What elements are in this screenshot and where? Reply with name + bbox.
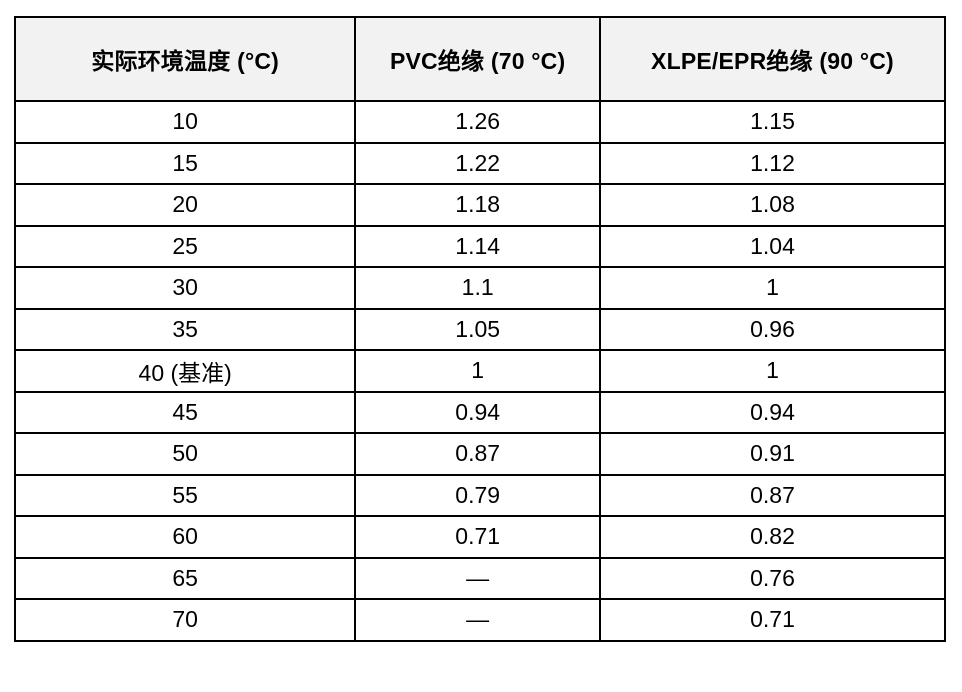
cell-pvc-factor: 1.22	[354, 141, 601, 185]
table-row-temp-15: 15 1.22 1.12	[13, 141, 947, 185]
cell-temperature: 10	[13, 100, 357, 144]
cell-xlpe-factor: 1.15	[598, 100, 947, 144]
cell-xlpe-factor: 0.87	[598, 473, 947, 517]
header-row: 实际环境温度 (°C) PVC绝缘 (70 °C) XLPE/EPR绝缘 (90…	[13, 16, 947, 102]
cell-temperature: 70	[13, 598, 357, 642]
column-header-ambient-temperature: 实际环境温度 (°C)	[13, 16, 357, 102]
temperature-correction-factor-table: 实际环境温度 (°C) PVC绝缘 (70 °C) XLPE/EPR绝缘 (90…	[13, 16, 947, 642]
cell-xlpe-factor: 1	[598, 349, 947, 393]
cell-pvc-factor: —	[354, 598, 601, 642]
cell-temperature: 65	[13, 556, 357, 600]
table-row-temp-10: 10 1.26 1.15	[13, 100, 947, 144]
cell-xlpe-factor: 0.82	[598, 515, 947, 559]
cell-pvc-factor: 1	[354, 349, 601, 393]
cell-xlpe-factor: 0.96	[598, 307, 947, 351]
table-row-temp-70: 70 — 0.71	[13, 598, 947, 642]
cell-temperature: 55	[13, 473, 357, 517]
cell-pvc-factor: 1.26	[354, 100, 601, 144]
cell-xlpe-factor: 0.71	[598, 598, 947, 642]
cell-xlpe-factor: 0.76	[598, 556, 947, 600]
table-row-temp-25: 25 1.14 1.04	[13, 224, 947, 268]
cell-temperature: 35	[13, 307, 357, 351]
cell-temperature: 15	[13, 141, 357, 185]
cell-xlpe-factor: 1	[598, 266, 947, 310]
table-row-temp-60: 60 0.71 0.82	[13, 515, 947, 559]
table-row-temp-50: 50 0.87 0.91	[13, 432, 947, 476]
column-header-pvc-insulation: PVC绝缘 (70 °C)	[354, 16, 601, 102]
cell-pvc-factor: 0.94	[354, 390, 601, 434]
cell-pvc-factor: 1.1	[354, 266, 601, 310]
cell-temperature: 30	[13, 266, 357, 310]
table-row-temp-35: 35 1.05 0.96	[13, 307, 947, 351]
table-row-temp-65: 65 — 0.76	[13, 556, 947, 600]
cell-pvc-factor: —	[354, 556, 601, 600]
cell-pvc-factor: 0.79	[354, 473, 601, 517]
cell-xlpe-factor: 1.04	[598, 224, 947, 268]
cell-temperature: 25	[13, 224, 357, 268]
cell-xlpe-factor: 0.94	[598, 390, 947, 434]
cell-temperature: 50	[13, 432, 357, 476]
cell-pvc-factor: 1.05	[354, 307, 601, 351]
table-row-temp-45: 45 0.94 0.94	[13, 390, 947, 434]
cell-pvc-factor: 0.87	[354, 432, 601, 476]
table-row-temp-40-baseline: 40 (基准) 1 1	[13, 349, 947, 393]
cell-temperature: 20	[13, 183, 357, 227]
cell-pvc-factor: 0.71	[354, 515, 601, 559]
table-row-temp-55: 55 0.79 0.87	[13, 473, 947, 517]
cell-xlpe-factor: 1.08	[598, 183, 947, 227]
table-row-temp-20: 20 1.18 1.08	[13, 183, 947, 227]
table-row-temp-30: 30 1.1 1	[13, 266, 947, 310]
cell-pvc-factor: 1.18	[354, 183, 601, 227]
cell-temperature: 60	[13, 515, 357, 559]
cell-xlpe-factor: 0.91	[598, 432, 947, 476]
column-header-xlpe-epr-insulation: XLPE/EPR绝缘 (90 °C)	[598, 16, 947, 102]
cell-temperature: 45	[13, 390, 357, 434]
cell-xlpe-factor: 1.12	[598, 141, 947, 185]
cell-pvc-factor: 1.14	[354, 224, 601, 268]
cell-temperature: 40 (基准)	[13, 349, 357, 393]
